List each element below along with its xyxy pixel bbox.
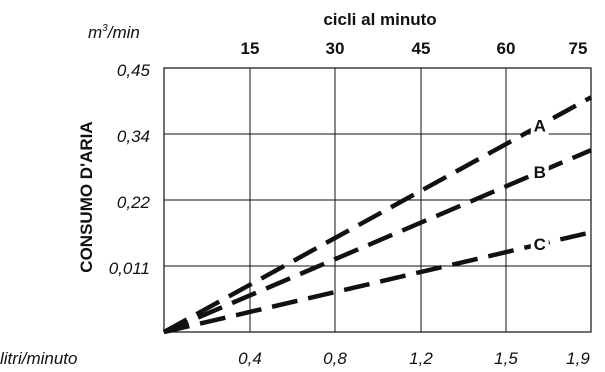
- left-tick-label: 0,22: [117, 193, 151, 212]
- top-axis-ticks: 15 30 45 60 75: [241, 39, 588, 58]
- left-axis-title: CONSUMO D'ARIA: [77, 121, 96, 272]
- bottom-tick-label: 1,9: [566, 349, 590, 368]
- series-label-a: A: [534, 116, 546, 135]
- top-tick-label: 15: [241, 39, 260, 58]
- bottom-tick-label: 0,4: [238, 349, 262, 368]
- left-tick-label: 0,34: [117, 127, 150, 146]
- series-label-bg: [530, 114, 549, 135]
- plot-frame: [163, 67, 592, 333]
- series-line-a: [162, 95, 593, 334]
- top-tick-label: 75: [569, 39, 588, 58]
- unit-label: m3/min: [88, 23, 140, 42]
- series-group: A B C: [162, 95, 593, 335]
- grid: [164, 68, 591, 332]
- series-line-c: [163, 230, 592, 335]
- series-label-bg: [530, 160, 549, 181]
- series-label-bg: [530, 233, 549, 254]
- series-label-c: C: [534, 235, 546, 254]
- top-tick-label: 45: [412, 39, 431, 58]
- top-tick-label: 60: [497, 39, 516, 58]
- left-axis-ticks: 0,45 0,34 0,22 0,011: [109, 61, 151, 278]
- bottom-axis-title: litri/minuto: [0, 349, 77, 368]
- bottom-tick-label: 1,2: [409, 349, 433, 368]
- top-axis-title: cicli al minuto: [323, 10, 436, 29]
- left-tick-label: 0,011: [109, 259, 150, 278]
- series-label-b: B: [534, 163, 546, 182]
- left-tick-label: 0,45: [117, 61, 151, 80]
- series-line-b: [163, 148, 592, 335]
- top-tick-label: 30: [326, 39, 345, 58]
- bottom-tick-label: 0,8: [323, 349, 347, 368]
- bottom-axis-ticks: 0,4 0,8 1,2 1,5 1,9: [238, 349, 590, 368]
- bottom-tick-label: 1,5: [494, 349, 518, 368]
